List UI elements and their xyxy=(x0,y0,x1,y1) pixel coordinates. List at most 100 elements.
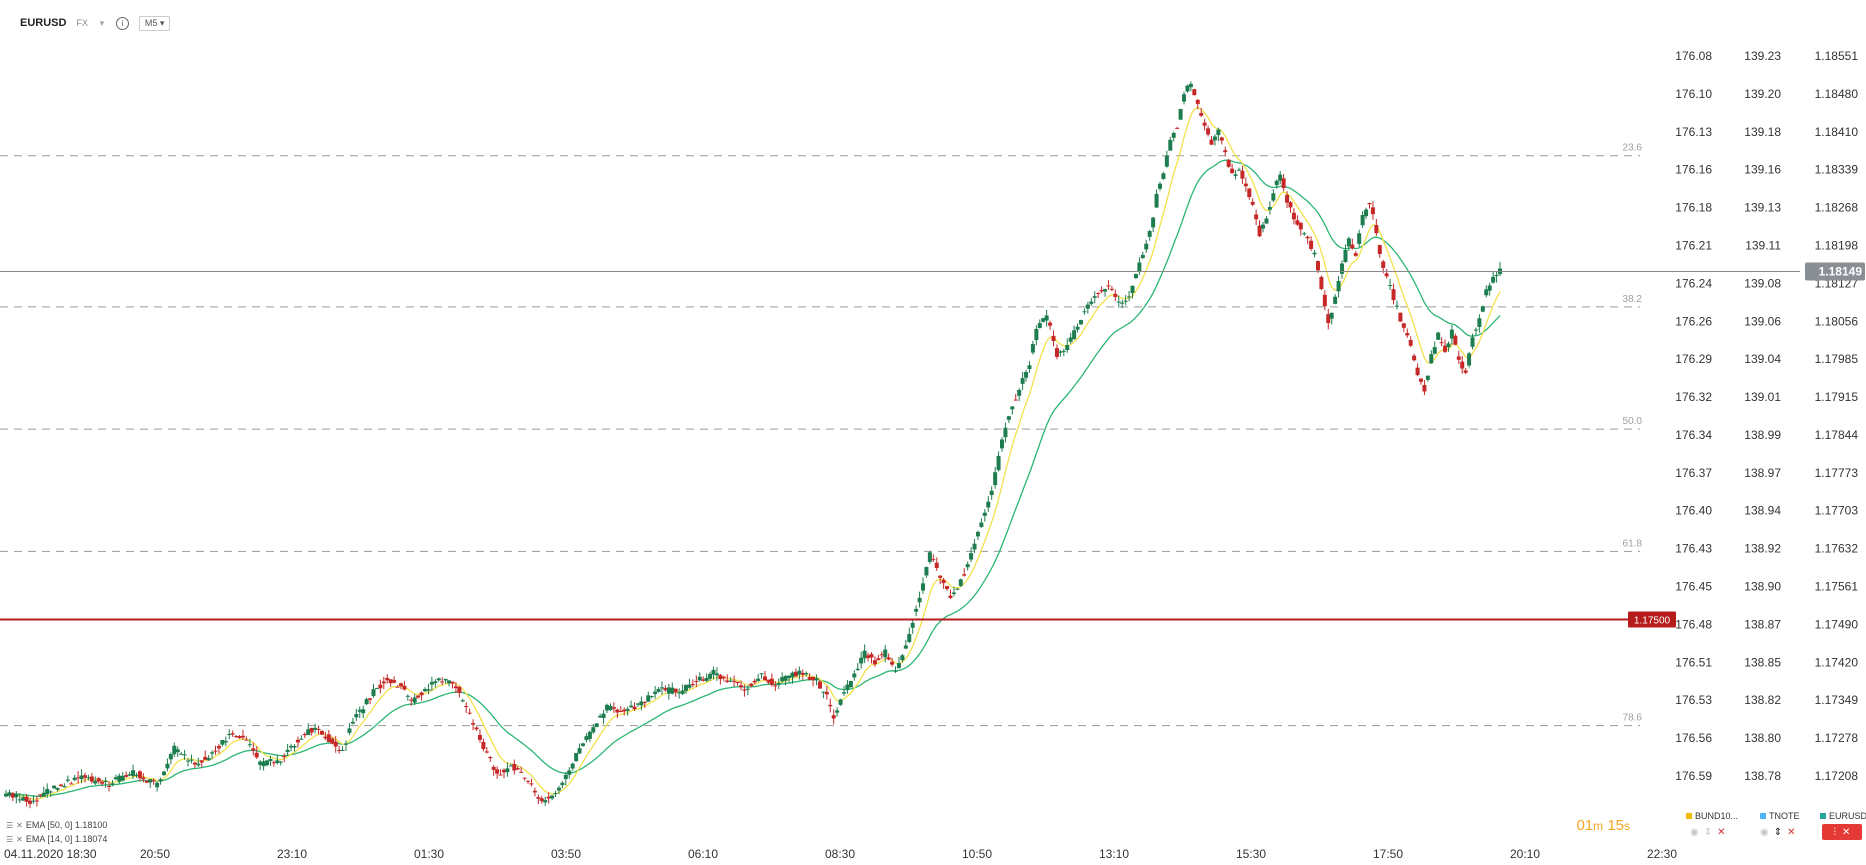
candle-body xyxy=(402,685,407,690)
overlay-symbol-bund[interactable]: BUND10... xyxy=(1686,811,1738,821)
candle-body xyxy=(1370,207,1375,215)
info-icon[interactable]: i xyxy=(115,16,129,30)
candle-body xyxy=(1394,305,1399,307)
candle-body xyxy=(1020,378,1025,384)
overlay-symbol-tnote[interactable]: TNOTE xyxy=(1760,811,1800,821)
candle-body xyxy=(120,775,125,781)
time-axis-tick: 03:50 xyxy=(551,847,581,861)
candle-body xyxy=(52,785,57,789)
candle-body xyxy=(1106,285,1111,287)
close-icon[interactable]: ✕ xyxy=(16,820,23,830)
candle-body xyxy=(842,692,847,694)
jpy-axis-tick: 176.53 xyxy=(1675,693,1712,707)
active-symbol-controls[interactable]: ⫶ ✕ xyxy=(1822,824,1862,840)
candle-body xyxy=(876,658,881,661)
candle-body xyxy=(1192,89,1197,96)
candle-body xyxy=(1343,249,1348,262)
candle-body xyxy=(666,687,671,694)
candle-body xyxy=(1096,292,1101,294)
candle-body xyxy=(1281,178,1286,188)
candle-body xyxy=(1103,289,1108,292)
candle-body xyxy=(1044,315,1049,321)
chevron-down-icon[interactable]: ▼ xyxy=(97,18,106,28)
candle-body xyxy=(1027,365,1032,369)
color-swatch xyxy=(1686,813,1692,819)
candle-body xyxy=(1374,225,1379,234)
candle-body xyxy=(680,690,685,694)
indicator-legend-ema14[interactable]: ☰ ✕ EMA [14, 0] 1.18074 xyxy=(6,834,107,844)
candle-body xyxy=(515,768,520,770)
candle-body xyxy=(1453,335,1458,345)
gbp-axis-tick: 139.13 xyxy=(1744,201,1781,215)
candle-body xyxy=(41,792,46,797)
eurusd-axis-tick: 1.18056 xyxy=(1815,314,1859,328)
menu-icon[interactable]: ☰ xyxy=(6,834,14,844)
jpy-axis-tick: 176.48 xyxy=(1675,617,1712,631)
candle-body xyxy=(1336,280,1341,292)
candle-body xyxy=(175,749,180,753)
candle-body xyxy=(1072,330,1077,340)
candle-body xyxy=(278,761,283,763)
close-icon[interactable]: ✕ xyxy=(16,834,23,844)
candle-body xyxy=(158,779,163,782)
sort-icon[interactable]: ⇕ xyxy=(1703,827,1713,838)
candle-body xyxy=(196,763,201,766)
candle-body xyxy=(381,681,386,684)
candle-body xyxy=(100,781,105,784)
candle-body xyxy=(697,676,702,681)
jpy-axis-tick: 176.34 xyxy=(1675,428,1712,442)
timeframe-select[interactable]: M5 ▾ xyxy=(138,15,171,31)
candle-body xyxy=(653,691,658,695)
candle-body xyxy=(811,676,816,681)
overlay-symbol-eurusd[interactable]: EURUSD xyxy=(1820,811,1866,821)
candle-body xyxy=(1360,215,1365,226)
candle-body xyxy=(1161,173,1166,179)
candle-body xyxy=(247,744,252,746)
candle-body xyxy=(134,774,139,776)
candle-body xyxy=(725,680,730,682)
eurusd-axis-tick: 1.18339 xyxy=(1815,163,1859,177)
candle-body xyxy=(457,686,462,693)
horizontal-level-line[interactable]: 1.17500 xyxy=(0,271,1800,628)
candle-body xyxy=(883,649,888,658)
candle-body xyxy=(1182,94,1187,102)
close-icon[interactable]: ✕ xyxy=(1787,827,1796,838)
candle-body xyxy=(192,762,197,765)
overlay-controls-bund: ◉ ⇕ ✕ xyxy=(1690,827,1726,838)
symbol-name[interactable]: EURUSD xyxy=(20,17,67,29)
candle-body xyxy=(972,543,977,550)
candle-body xyxy=(467,712,472,714)
gbp-axis-tick: 139.04 xyxy=(1744,352,1781,366)
color-swatch xyxy=(1760,813,1766,819)
candle-body xyxy=(392,680,397,683)
gbp-axis-tick: 139.06 xyxy=(1744,314,1781,328)
gbp-axis-tick: 139.08 xyxy=(1744,276,1781,290)
candle-body xyxy=(704,677,709,681)
candle-body xyxy=(395,686,400,688)
close-icon[interactable]: ✕ xyxy=(1717,827,1726,838)
gbp-axis-tick: 138.99 xyxy=(1744,428,1781,442)
candle-body xyxy=(1030,344,1035,353)
candle-body xyxy=(275,760,280,764)
candle-body xyxy=(292,746,297,748)
sort-icon[interactable]: ⇕ xyxy=(1773,827,1783,838)
indicator-legend-ema50[interactable]: ☰ ✕ EMA [50, 0] 1.18100 xyxy=(6,820,107,830)
candle-settings-icon[interactable]: ⫶ xyxy=(1833,826,1837,838)
candle-body xyxy=(1175,127,1180,129)
ema-50-line xyxy=(6,159,1501,798)
candle-body xyxy=(1127,296,1132,298)
candle-body xyxy=(1487,285,1492,291)
candle-body xyxy=(1144,243,1149,250)
gbp-axis-tick: 139.01 xyxy=(1744,390,1781,404)
fib-label: 23.6 xyxy=(1623,143,1643,154)
candle-body xyxy=(433,681,438,684)
eye-icon[interactable]: ◉ xyxy=(1760,827,1769,838)
candle-body xyxy=(1010,406,1015,410)
candle-body xyxy=(440,681,445,683)
menu-icon[interactable]: ☰ xyxy=(6,820,14,830)
eye-icon[interactable]: ◉ xyxy=(1690,827,1699,838)
candle-body xyxy=(1467,353,1472,366)
close-icon[interactable]: ✕ xyxy=(1842,826,1851,838)
candle-body xyxy=(512,764,517,771)
